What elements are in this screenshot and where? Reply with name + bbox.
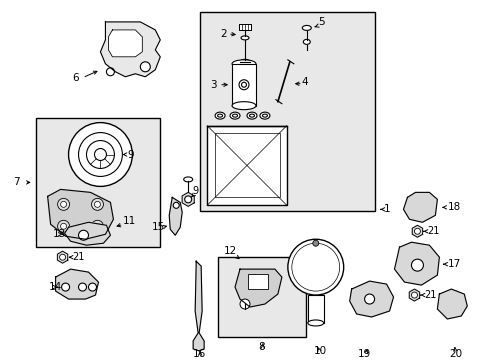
Text: 21: 21 (424, 290, 436, 300)
Text: 8: 8 (258, 342, 264, 352)
Ellipse shape (232, 102, 255, 110)
Text: 13: 13 (53, 229, 66, 239)
Circle shape (287, 239, 343, 295)
Polygon shape (436, 289, 467, 319)
Ellipse shape (302, 26, 311, 30)
Polygon shape (100, 22, 160, 77)
Ellipse shape (232, 114, 237, 117)
Bar (36, 118, 160, 247)
Text: 9: 9 (192, 186, 198, 197)
Bar (247, 274, 267, 289)
Ellipse shape (232, 60, 255, 68)
Polygon shape (408, 289, 419, 301)
Ellipse shape (217, 114, 222, 117)
Ellipse shape (307, 320, 323, 326)
Polygon shape (169, 197, 182, 235)
Ellipse shape (246, 112, 256, 119)
Ellipse shape (241, 36, 248, 40)
Text: 16: 16 (193, 349, 206, 359)
Circle shape (61, 201, 66, 207)
Circle shape (140, 62, 150, 72)
Circle shape (91, 220, 103, 232)
Text: 7: 7 (13, 177, 20, 188)
Text: 1: 1 (383, 204, 389, 214)
Text: 4: 4 (301, 77, 308, 87)
Circle shape (61, 223, 66, 229)
Circle shape (106, 68, 114, 76)
Circle shape (86, 140, 114, 168)
Ellipse shape (229, 112, 240, 119)
Polygon shape (47, 189, 113, 239)
Polygon shape (182, 192, 194, 206)
Text: 10: 10 (313, 346, 326, 356)
Circle shape (58, 220, 69, 232)
Text: 18: 18 (447, 202, 460, 212)
Text: 21: 21 (427, 226, 439, 236)
Bar (232, 64, 255, 106)
Circle shape (91, 198, 103, 210)
Polygon shape (411, 225, 422, 237)
Circle shape (312, 240, 318, 246)
Circle shape (94, 223, 100, 229)
Text: 6: 6 (72, 73, 79, 83)
Circle shape (79, 132, 122, 176)
Text: 17: 17 (447, 259, 460, 269)
Circle shape (78, 229, 83, 235)
Polygon shape (57, 251, 68, 263)
Ellipse shape (303, 39, 310, 44)
Text: 19: 19 (357, 349, 370, 359)
Bar (215, 132, 279, 197)
Bar (207, 126, 286, 205)
Ellipse shape (249, 114, 254, 117)
Text: 20: 20 (448, 349, 462, 359)
Polygon shape (108, 30, 142, 57)
Bar (239, 24, 250, 30)
Circle shape (61, 283, 69, 291)
Circle shape (79, 283, 86, 291)
Text: 21: 21 (72, 252, 85, 262)
Text: 15: 15 (152, 222, 165, 232)
Polygon shape (193, 261, 203, 351)
Ellipse shape (241, 82, 246, 87)
Circle shape (94, 201, 100, 207)
Circle shape (88, 283, 96, 291)
Text: 12: 12 (224, 246, 237, 256)
Circle shape (74, 226, 86, 238)
Circle shape (414, 228, 420, 234)
Ellipse shape (215, 112, 224, 119)
Circle shape (184, 196, 191, 203)
Circle shape (240, 299, 249, 309)
Bar (200, 12, 374, 211)
Ellipse shape (262, 114, 267, 117)
Polygon shape (349, 281, 393, 317)
Circle shape (94, 149, 106, 161)
Text: 3: 3 (210, 80, 216, 90)
Text: 9: 9 (127, 149, 134, 159)
Polygon shape (56, 269, 98, 299)
Circle shape (410, 259, 423, 271)
Ellipse shape (239, 80, 248, 90)
Text: 14: 14 (48, 282, 62, 292)
Circle shape (173, 202, 179, 208)
Polygon shape (235, 269, 281, 307)
Ellipse shape (240, 59, 249, 64)
Circle shape (58, 198, 69, 210)
Bar (307, 295, 323, 323)
Polygon shape (394, 242, 439, 285)
Text: 5: 5 (317, 17, 324, 27)
Polygon shape (403, 192, 436, 222)
Circle shape (68, 123, 132, 186)
Text: 11: 11 (122, 216, 135, 226)
Bar (218, 257, 305, 337)
Text: 2: 2 (220, 29, 226, 39)
Circle shape (410, 292, 417, 298)
Ellipse shape (183, 177, 192, 182)
Polygon shape (64, 222, 110, 245)
Circle shape (60, 254, 65, 260)
Circle shape (79, 230, 88, 240)
Circle shape (364, 294, 374, 304)
Ellipse shape (260, 112, 269, 119)
